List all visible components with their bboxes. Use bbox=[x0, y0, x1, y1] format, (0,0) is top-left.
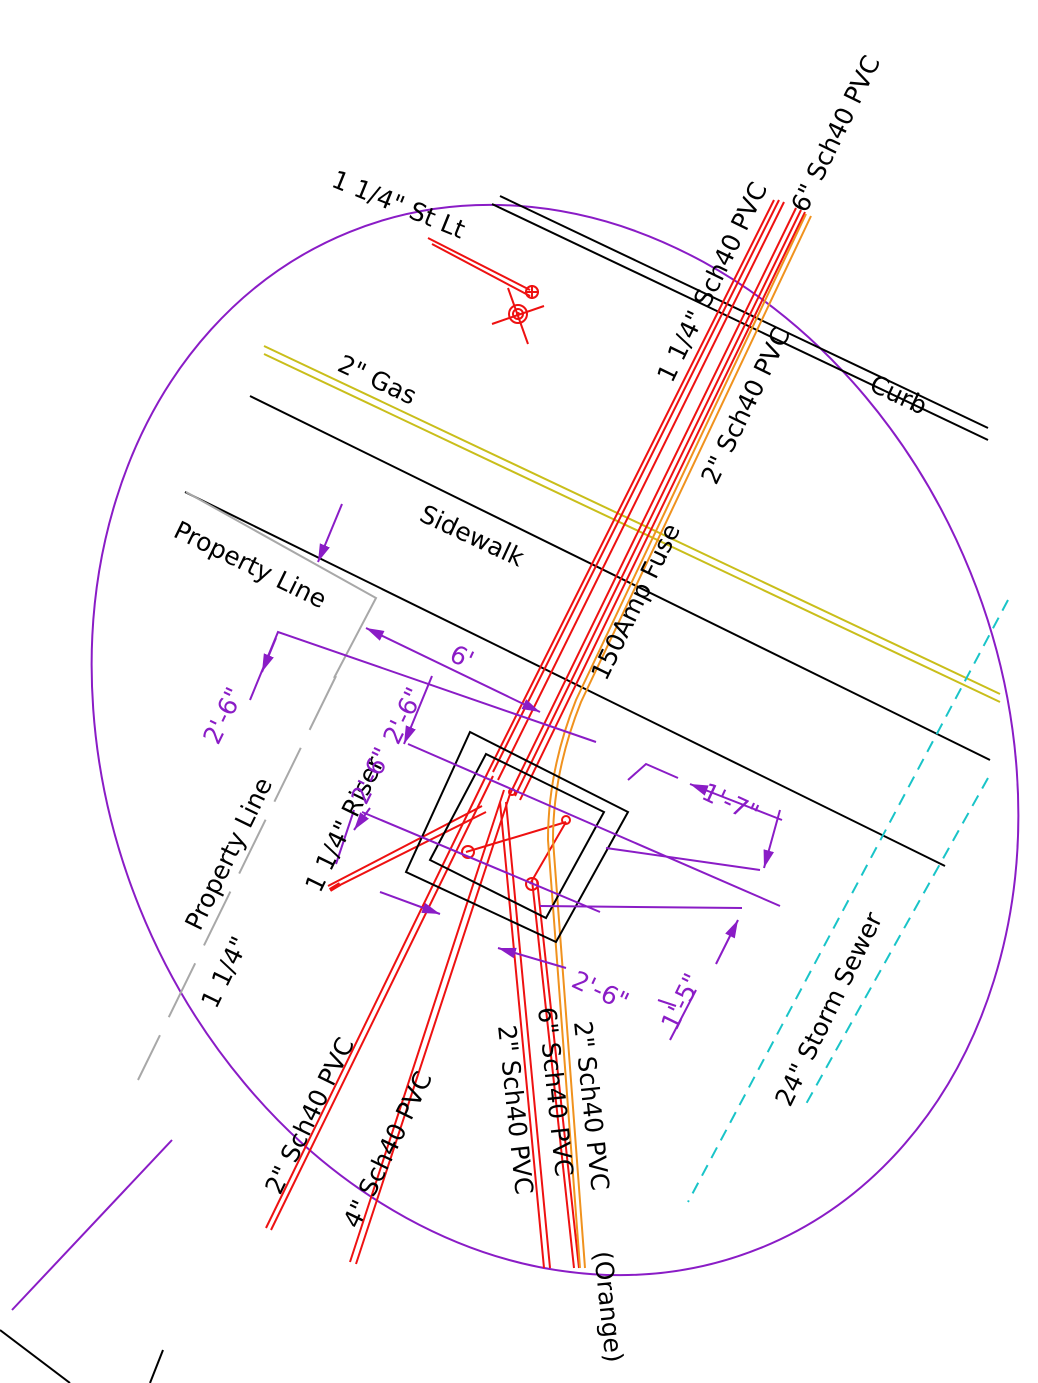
property-line-label-lower: Property Line bbox=[179, 773, 278, 935]
property-line-label-upper: Property Line bbox=[169, 515, 331, 614]
detail-boundary bbox=[90, 203, 1020, 1277]
sidewalk-label: Sidewalk bbox=[415, 499, 529, 573]
street-light-conduit bbox=[427, 237, 545, 345]
dim-2ft6-mid: 2'-6" bbox=[377, 683, 429, 749]
conduit-label-top-6in: 6" Sch40 PVC bbox=[785, 51, 886, 217]
gas-label: 2" Gas bbox=[333, 349, 421, 410]
conduit-label-bot-2in-b: 2" Sch40 PVC bbox=[492, 1024, 539, 1196]
property-line-lower bbox=[137, 675, 337, 1081]
dim-2ft6-bottom: 2'-6" bbox=[567, 965, 633, 1016]
dim-1ft7: 1'-7" bbox=[697, 777, 763, 828]
dim-2ft6-left: 2'-6" bbox=[197, 683, 249, 749]
title-box-line bbox=[0, 1329, 71, 1383]
detail-leader bbox=[11, 1139, 173, 1311]
sidewalk-lines bbox=[184, 395, 991, 867]
orange-conduit bbox=[546, 213, 812, 1269]
fuse-label: 150Amp Fuse bbox=[585, 519, 686, 685]
storm-sewer-line bbox=[687, 599, 1009, 1203]
property-line-upper bbox=[185, 491, 378, 679]
vault-box bbox=[404, 730, 630, 944]
curb-label: Curb bbox=[865, 369, 931, 420]
orange-note-label: (Orange) bbox=[588, 1250, 629, 1364]
street-light-icon bbox=[516, 312, 520, 316]
title-box-tick bbox=[149, 1349, 164, 1383]
riser-pointer bbox=[328, 882, 342, 892]
dimension-lines bbox=[249, 503, 783, 1041]
gas-line bbox=[263, 345, 1001, 703]
